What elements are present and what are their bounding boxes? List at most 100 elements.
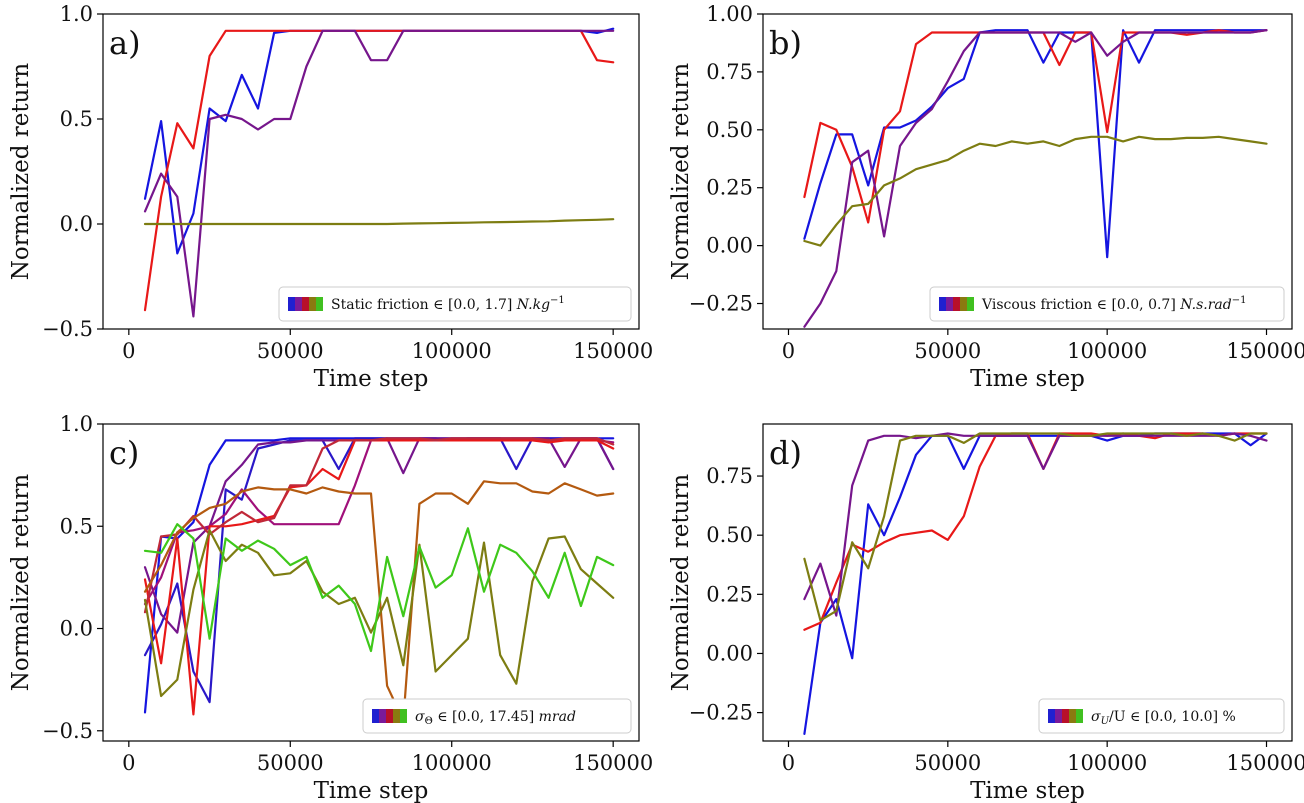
- legend-swatch: [953, 297, 960, 311]
- axes-frame: [102, 423, 640, 742]
- legend-swatch: [939, 297, 946, 311]
- series-line-5: [143, 437, 615, 614]
- y-tick-label: 0.0: [60, 212, 93, 236]
- legend-swatch: [295, 297, 302, 311]
- x-tick-label: 100000: [412, 751, 492, 775]
- legend-swatch: [1055, 709, 1062, 723]
- legend-label: Static friction ∈ [0.0, 1.7] N.kg−1: [331, 295, 565, 313]
- panel-a: 0 50000 100000 150000 −0.5 0.0 0.5 1.0 Time step…: [8, 2, 653, 392]
- panel-label: d): [769, 434, 802, 472]
- series-group: [143, 437, 615, 722]
- series-group: [803, 29, 1268, 328]
- y-tick-label: 0.00: [706, 641, 753, 665]
- legend-swatch: [393, 709, 400, 723]
- series-line-3: [143, 218, 615, 226]
- legend-swatch: [316, 297, 323, 311]
- series-line-2: [143, 29, 615, 318]
- legend-swatch: [400, 709, 407, 723]
- series-line-0: [803, 29, 1268, 259]
- y-tick-label: 0.5: [60, 514, 93, 538]
- x-tick-label: 50000: [914, 339, 981, 363]
- series-line-1: [803, 432, 1268, 631]
- legend-box: [362, 698, 632, 734]
- legend-swatch: [946, 297, 953, 311]
- axes-frame: [102, 13, 640, 330]
- legend-swatch: [302, 297, 309, 311]
- x-tick-label: 0: [782, 751, 795, 775]
- x-tick-label: 100000: [1067, 751, 1147, 775]
- series-line-0: [143, 437, 615, 714]
- y-axis-label: Normalized return: [8, 63, 34, 281]
- legend-label: σU/U ∈ [0.0, 10.0] %: [1091, 709, 1236, 727]
- legend: Viscous friction ∈ [0.0, 0.7] N.s.rad−1: [929, 286, 1285, 322]
- y-tick-label: 0.00: [706, 234, 753, 258]
- panel-label: c): [109, 434, 139, 472]
- legend-swatch: [1048, 709, 1055, 723]
- legend: σU/U ∈ [0.0, 10.0] %: [1038, 698, 1285, 734]
- y-axis-label: Normalized return: [668, 474, 694, 692]
- y-tick-label: 0.75: [706, 464, 753, 488]
- series-group: [143, 27, 615, 318]
- legend-swatch: [967, 297, 974, 311]
- series-line-2: [803, 29, 1268, 328]
- y-tick-label: 0.0: [60, 617, 93, 641]
- series-line-0: [143, 27, 615, 255]
- panel-d: 0 50000 100000 150000 −0.25 0.00 0.25 0.50 0.75 T…: [668, 423, 1304, 803]
- y-tick-label: −0.25: [689, 701, 753, 725]
- y-tick-label: 0.25: [706, 582, 753, 606]
- series-line-3: [803, 135, 1268, 247]
- x-tick-label: 50000: [257, 339, 324, 363]
- legend-swatch: [960, 297, 967, 311]
- y-tick-label: 1.0: [60, 412, 93, 436]
- legend-label: σΘ ∈ [0.0, 17.45] mrad: [415, 709, 576, 727]
- y-tick-label: 0.50: [706, 118, 753, 142]
- x-axis-label: Time step: [970, 366, 1085, 392]
- legend-swatch: [288, 297, 295, 311]
- legend-box: [1038, 698, 1285, 734]
- legend-swatch: [1076, 709, 1083, 723]
- y-axis-label: Normalized return: [8, 474, 34, 692]
- x-tick-label: 100000: [1067, 339, 1147, 363]
- series-line-8: [143, 523, 615, 653]
- series-line-3: [803, 432, 1268, 622]
- x-tick-label: 100000: [412, 339, 492, 363]
- series-line-6: [143, 480, 615, 722]
- series-group: [803, 432, 1268, 736]
- x-tick-label: 150000: [1226, 751, 1304, 775]
- y-tick-label: 0.25: [706, 176, 753, 200]
- x-tick-label: 150000: [573, 751, 653, 775]
- series-line-2: [803, 432, 1268, 617]
- y-tick-label: 0.5: [60, 107, 93, 131]
- legend-swatch: [372, 709, 379, 723]
- legend-swatch: [1062, 709, 1069, 723]
- panel-c: 0 50000 100000 150000 −0.5 0.0 0.5 1.0 Time step…: [8, 412, 653, 803]
- panel-label: b): [769, 24, 802, 62]
- x-tick-label: 50000: [914, 751, 981, 775]
- y-tick-label: 0.50: [706, 523, 753, 547]
- x-tick-label: 0: [782, 339, 795, 363]
- x-axis-label: Time step: [314, 366, 429, 392]
- y-tick-label: 0.75: [706, 60, 753, 84]
- series-line-1: [143, 437, 615, 704]
- x-tick-label: 150000: [1226, 339, 1304, 363]
- y-tick-label: 1.0: [60, 2, 93, 26]
- legend-label: Viscous friction ∈ [0.0, 0.7] N.s.rad−1: [981, 295, 1246, 313]
- axes-frame: [762, 13, 1293, 330]
- y-axis-label: Normalized return: [668, 63, 694, 281]
- y-tick-label: −0.5: [42, 317, 93, 341]
- series-line-1: [803, 29, 1268, 224]
- x-tick-label: 0: [122, 339, 135, 363]
- x-tick-label: 150000: [573, 339, 653, 363]
- axes-frame: [762, 423, 1293, 742]
- y-tick-label: 1.00: [706, 2, 753, 26]
- y-tick-label: −0.5: [42, 719, 93, 743]
- x-axis-label: Time step: [314, 778, 429, 803]
- legend-swatch: [379, 709, 386, 723]
- legend: σΘ ∈ [0.0, 17.45] mrad: [362, 698, 632, 734]
- panel-b: 0 50000 100000 150000 −0.25 0.00 0.25 0.50 0.75 1…: [668, 2, 1304, 392]
- x-tick-label: 0: [122, 751, 135, 775]
- legend-swatch: [386, 709, 393, 723]
- series-line-0: [803, 432, 1268, 736]
- series-line-1: [143, 29, 615, 312]
